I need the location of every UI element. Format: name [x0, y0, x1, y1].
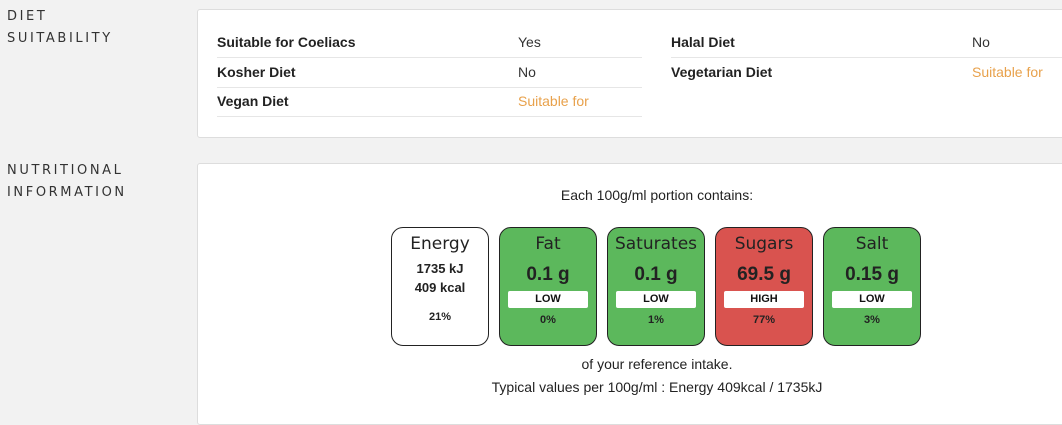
sugars-box: Sugars 69.5 g HIGH 77%: [715, 227, 813, 346]
diet-row-vegetarian: Vegetarian Diet Suitable for: [671, 64, 1043, 80]
saturates-box: Saturates 0.1 g LOW 1%: [607, 227, 705, 346]
salt-box: Salt 0.15 g LOW 3%: [823, 227, 921, 346]
diet-row-halal: Halal Diet No: [671, 28, 1062, 58]
fat-name: Fat: [535, 234, 561, 254]
sugars-percent: 77%: [752, 314, 776, 326]
portion-intro: Each 100g/ml portion contains:: [560, 187, 754, 203]
salt-name: Salt: [855, 234, 889, 254]
diet-section-label: DIET SUITABILITY: [7, 9, 113, 46]
energy-kcal: 409 kcal: [414, 280, 466, 295]
saturates-percent: 1%: [648, 314, 664, 326]
saturates-name: Saturates: [614, 234, 698, 254]
salt-percent: 3%: [864, 314, 880, 326]
energy-kj: 1735 kJ: [416, 261, 464, 276]
energy-box: Energy 1735 kJ 409 kcal 21%: [391, 227, 489, 346]
fat-percent: 0%: [540, 314, 556, 326]
nutrition-section-label: NUTRITIONAL INFORMATION: [7, 163, 127, 200]
fat-band: LOW: [508, 291, 588, 308]
diet-row-coeliacs: Suitable for Coeliacs Yes: [217, 28, 642, 58]
energy-name: Energy: [410, 234, 470, 254]
fat-box: Fat 0.1 g LOW 0%: [499, 227, 597, 346]
sugars-value: 69.5 g: [737, 264, 791, 285]
typical-values-text: Typical values per 100g/ml : Energy 409k…: [491, 379, 823, 395]
diet-row-kosher: Kosher Diet No: [217, 58, 642, 88]
sugars-name: Sugars: [734, 234, 794, 254]
saturates-band: LOW: [616, 291, 696, 308]
energy-percent: 21%: [428, 311, 452, 323]
salt-band: LOW: [832, 291, 912, 308]
salt-value: 0.15 g: [845, 264, 899, 285]
sugars-band: HIGH: [724, 291, 804, 308]
fat-value: 0.1 g: [526, 264, 570, 285]
saturates-value: 0.1 g: [634, 264, 678, 285]
diet-row-vegan: Vegan Diet Suitable for: [217, 87, 642, 117]
reference-intake-text: of your reference intake.: [581, 356, 733, 372]
